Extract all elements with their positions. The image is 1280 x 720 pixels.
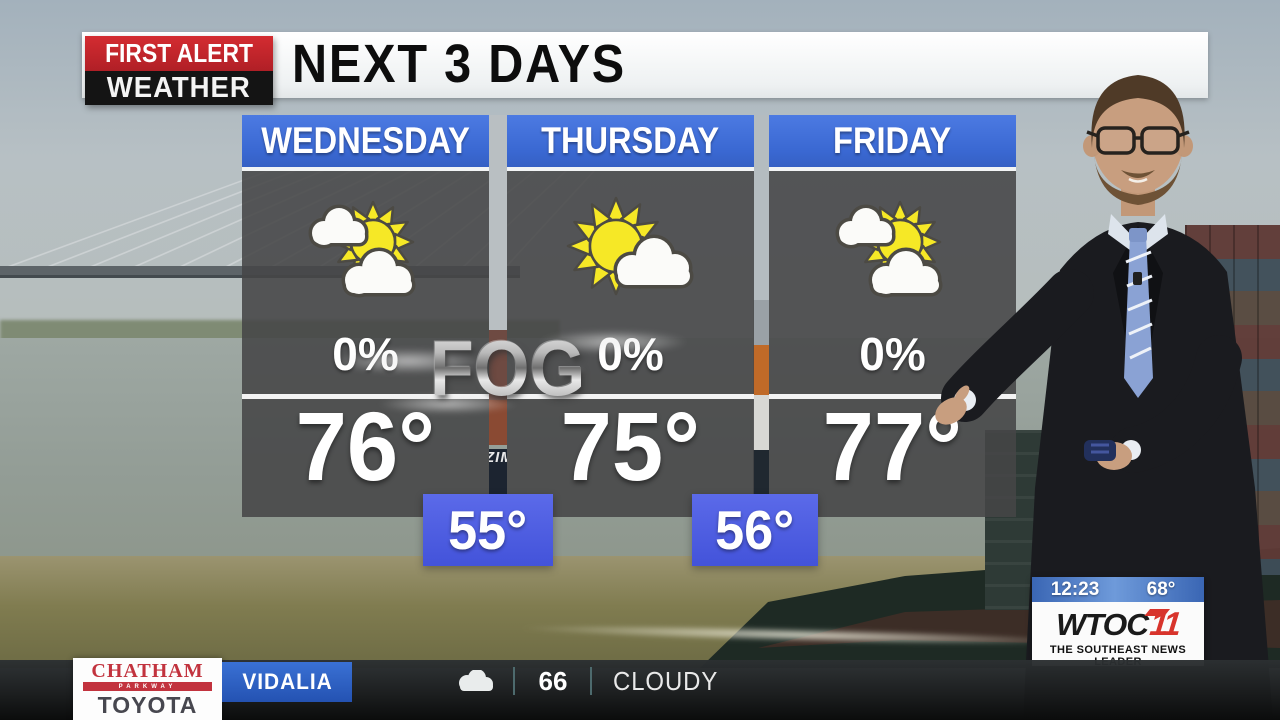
hair	[1091, 75, 1185, 148]
sponsor-line1: CHATHAM	[91, 660, 204, 682]
page-title: NEXT 3 DAYS	[292, 33, 627, 94]
low-temp-thursday: 56°	[692, 494, 818, 566]
wtoc-logo: WTOC 11 THE SOUTHEAST NEWS LEADER	[1032, 602, 1204, 668]
fog-label: FOG	[430, 318, 585, 418]
brand-line1: FIRST ALERT	[105, 38, 253, 68]
day-name: WEDNESDAY	[261, 120, 470, 161]
current-time: 12:23	[1050, 578, 1100, 600]
fog-wisp	[378, 394, 518, 414]
sponsor-line2: PARKWAY	[118, 683, 177, 690]
first-alert-weather-logo: FIRST ALERT WEATHER	[85, 36, 273, 105]
card-gap-ship-view: ZIM	[489, 115, 507, 517]
mostly-cloudy-icon	[291, 189, 441, 321]
lapel-microphone	[1133, 272, 1142, 285]
forecast-card-friday: FRIDAY	[769, 115, 1016, 517]
header-separator	[242, 167, 489, 171]
sponsor-logo-chatham-toyota: CHATHAM PARKWAY TOYOTA	[73, 658, 222, 720]
card-body: 0% 75°	[507, 171, 754, 517]
card-divider	[507, 394, 754, 399]
ticker-temp: 66	[538, 666, 568, 696]
high-temp: 75°	[560, 392, 701, 501]
mostly-cloudy-icon	[818, 189, 968, 321]
ship-name-text: ZIM	[489, 449, 507, 466]
beard	[1094, 154, 1182, 205]
time-temp-bar: 12:23 68°	[1032, 577, 1204, 602]
brand-line2: WEATHER	[107, 71, 251, 104]
fog-wisp	[333, 348, 483, 374]
day-name: THURSDAY	[541, 120, 720, 161]
day-header: WEDNESDAY	[242, 115, 489, 167]
ticker-location: VIDALIA	[222, 662, 352, 702]
card-body: 0% 77°	[769, 171, 1016, 517]
pointing-hand	[935, 397, 967, 425]
partly-cloudy-icon	[556, 189, 706, 321]
sponsor-line3: TOYOTA	[97, 692, 198, 718]
high-temp: 76°	[295, 392, 436, 501]
header-separator	[507, 167, 754, 171]
sponsor-bar: PARKWAY	[83, 682, 212, 691]
low-temp-wednesday: 55°	[423, 494, 553, 566]
ticker-divider	[513, 667, 515, 695]
station-name: WTOC	[1056, 607, 1149, 642]
precip-chance: 0%	[859, 328, 926, 380]
weather-presenter	[935, 75, 1273, 720]
card-divider	[242, 394, 489, 399]
forecast-card-wednesday: WEDNESDAY	[242, 115, 489, 517]
glasses-icon	[1086, 126, 1190, 155]
current-temp: 68°	[1146, 578, 1176, 600]
forecast-card-thursday: THURSDAY	[507, 115, 754, 517]
channel-number: 11	[1148, 605, 1181, 642]
station-bug: 12:23 68° WTOC 11 THE SOUTHEAST NEWS LEA…	[1032, 577, 1204, 668]
cloud-icon	[459, 670, 493, 691]
card-divider	[769, 394, 1016, 399]
ticker-divider	[590, 667, 592, 695]
card-gap-ship-view	[753, 115, 769, 517]
day-header: THURSDAY	[507, 115, 754, 167]
ticker-condition: CLOUDY	[613, 666, 719, 696]
day-name: FRIDAY	[833, 120, 952, 161]
header-separator	[769, 167, 1016, 171]
fog-graphic: FOG	[333, 318, 688, 430]
day-header: FRIDAY	[769, 115, 1016, 167]
fog-wisp	[538, 330, 688, 354]
card-body: 0% 76°	[242, 171, 489, 517]
